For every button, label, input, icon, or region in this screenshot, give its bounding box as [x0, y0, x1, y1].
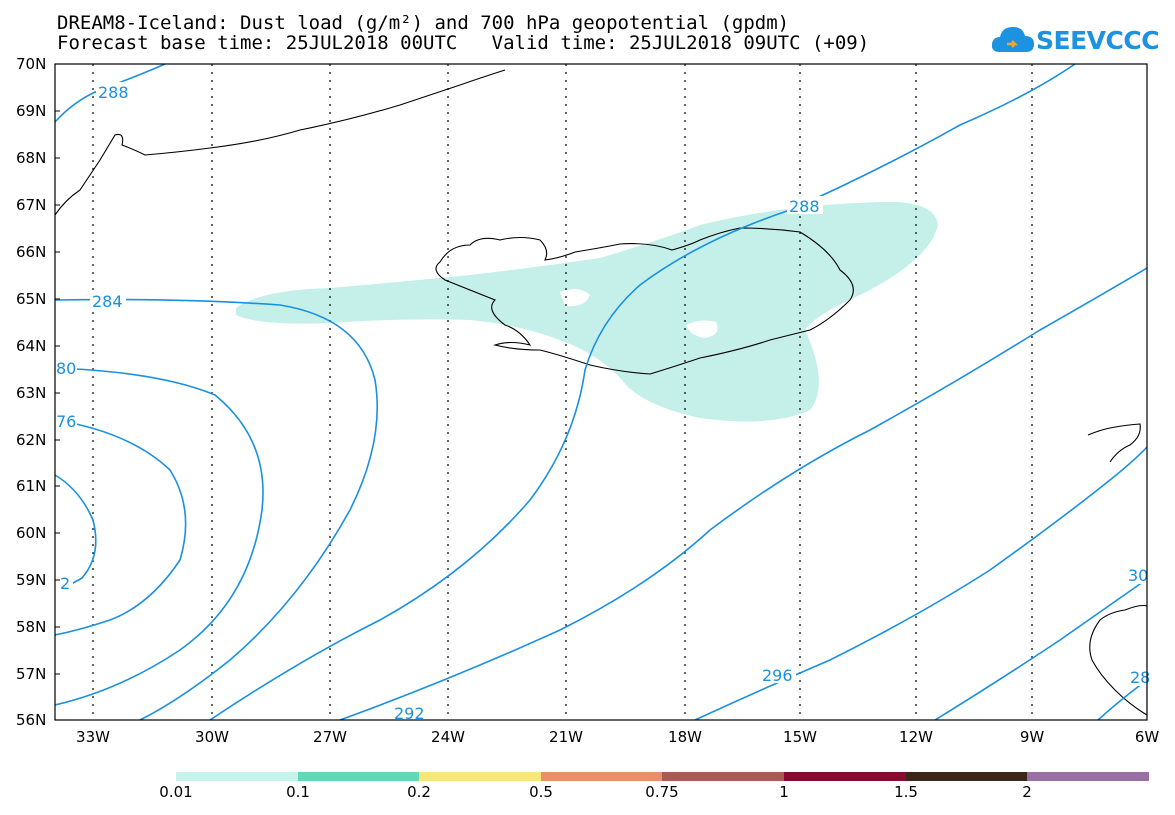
lat-label: 70N	[16, 55, 46, 73]
colorbar-segment	[298, 772, 419, 781]
colorbar-segment	[1027, 772, 1149, 781]
map-title-line2: Forecast base time: 25JUL2018 00UTC Vali…	[57, 32, 870, 54]
lon-label: 6W	[1135, 728, 1160, 746]
colorbar-label: 0.2	[407, 783, 431, 801]
lat-label: 57N	[16, 665, 46, 683]
lat-label: 60N	[16, 524, 46, 542]
lat-label: 65N	[16, 290, 46, 308]
geopotential-contours	[55, 64, 1147, 720]
lon-label: 24W	[431, 728, 465, 746]
lon-label: 9W	[1020, 728, 1045, 746]
lon-label: 15W	[783, 728, 817, 746]
contour-label-300: 30	[1128, 566, 1148, 585]
lon-label: 12W	[899, 728, 933, 746]
colorbar-label: 2	[1022, 783, 1032, 801]
colorbar-segment	[541, 772, 662, 781]
colorbar-segment	[176, 772, 298, 781]
lat-label: 66N	[16, 243, 46, 261]
lat-label: 62N	[16, 431, 46, 449]
contour-label-288: 288	[789, 197, 820, 216]
logo-text: SEEVCCC	[1036, 26, 1160, 55]
lon-label: 21W	[549, 728, 583, 746]
lat-label: 58N	[16, 618, 46, 636]
lat-label: 68N	[16, 149, 46, 167]
graticule	[92, 64, 1033, 720]
lat-label: 63N	[16, 384, 46, 402]
colorbar	[176, 772, 1149, 781]
colorbar-segment	[906, 772, 1027, 781]
colorbar-label: 0.75	[645, 783, 679, 801]
contour-label-272: 2	[60, 574, 70, 593]
colorbar-label: 1	[779, 783, 789, 801]
lon-label: 30W	[195, 728, 229, 746]
lon-label: 33W	[76, 728, 110, 746]
contour-label-296: 296	[762, 666, 793, 685]
cloud-icon	[991, 27, 1034, 52]
colorbar-segment	[419, 772, 541, 781]
dust-shading	[236, 201, 938, 422]
map-frame	[54, 63, 1148, 721]
lat-label: 61N	[16, 477, 46, 495]
contour-label-284: 284	[92, 292, 123, 311]
seevccc-logo: SEEVCCC	[990, 20, 1165, 60]
contour-label-280: 80	[56, 359, 76, 378]
colorbar-label: 0.01	[159, 783, 193, 801]
lon-label: 27W	[313, 728, 347, 746]
lat-label: 67N	[16, 196, 46, 214]
lat-label: 59N	[16, 571, 46, 589]
lon-label: 18W	[668, 728, 702, 746]
latitude-labels: 70N 69N 68N 67N 66N 65N 64N 63N 62N 61N …	[16, 55, 46, 729]
contour-label-288-nw: 288	[98, 83, 129, 102]
colorbar-segment	[662, 772, 784, 781]
contour-label-292: 292	[394, 704, 425, 723]
map-title-line1: DREAM8-Iceland: Dust load (g/m²) and 700…	[57, 12, 790, 34]
contour-label-276: 76	[56, 412, 76, 431]
lat-label: 64N	[16, 337, 46, 355]
colorbar-label: 1.5	[894, 783, 918, 801]
lat-label: 56N	[16, 711, 46, 729]
contour-label-304: 28	[1130, 668, 1150, 687]
contour-labels: 288 288 284 80 76 2 292 296 30 28	[55, 82, 1150, 723]
coastlines	[55, 69, 1147, 716]
colorbar-label: 0.5	[529, 783, 553, 801]
lat-label: 69N	[16, 102, 46, 120]
tick-marks	[55, 63, 60, 721]
longitude-labels: 33W 30W 27W 24W 21W 18W 15W 12W 9W 6W	[76, 728, 1159, 746]
colorbar-segment	[784, 772, 906, 781]
colorbar-label: 0.1	[286, 783, 310, 801]
